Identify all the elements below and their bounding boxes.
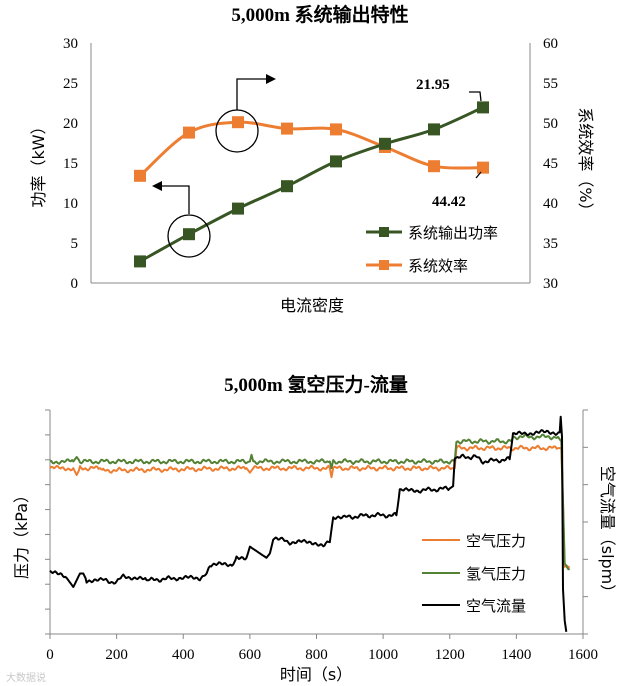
chart1-ytick-right-label: 45 (543, 156, 558, 172)
chart1-right-ticks: 30 35 40 45 50 55 60 (543, 36, 558, 292)
watermark: 大数据说 (6, 671, 46, 684)
data-point-power (281, 180, 293, 193)
chart2-xtick-label: 400 (172, 647, 195, 663)
chart1-ytick-label: 15 (63, 156, 78, 172)
series-line-air-pressure (49, 444, 570, 569)
chart1-ytick-right-label: 35 (543, 236, 558, 252)
chart1-ytick-label: 0 (71, 276, 79, 292)
chart1-callout-efficiency (475, 171, 482, 179)
chart1-y-right-label: 系统效率（%） (576, 107, 595, 218)
chart2-title: 5,000m 氢空压力-流量 (224, 373, 408, 396)
chart1-power-arrowhead (152, 181, 162, 191)
chart-output-characteristics: 5,000m 系统输出特性 0 5 10 15 20 25 30 30 35 40 45 50 55 6… (29, 3, 595, 315)
chart1-ytick-label: 25 (63, 76, 78, 92)
data-point-efficiency (281, 122, 293, 135)
data-point-power (379, 137, 391, 150)
legend-marker-efficiency (379, 260, 389, 270)
chart2-x-label: 时间（s） (280, 665, 352, 684)
chart1-ytick-right-label: 55 (543, 76, 558, 92)
chart-pressure-flow: 5,000m 氢空压力-流量 0 200 400 600 800 1000 1200 1400… (12, 373, 617, 684)
data-point-power (330, 155, 342, 168)
data-point-power (134, 255, 146, 268)
chart2-right-ticks (583, 409, 588, 635)
chart2-x-ticks: 0 200 400 600 800 1000 1200 1400 1600 (46, 634, 598, 663)
chart1-efficiency-arrow (236, 78, 268, 110)
chart2-legend: 空气压力 氢气压力 空气流量 (422, 532, 526, 615)
chart1-label-efficiency-last: 44.42 (432, 194, 466, 210)
chart1-power-arrow (160, 185, 190, 214)
chart1-ytick-label: 5 (71, 236, 79, 252)
chart1-label-power-last: 21.95 (416, 77, 450, 93)
chart2-y-right-label: 空气流量（slpm） (598, 466, 617, 601)
data-point-efficiency (232, 116, 244, 129)
series-line-air-flow (49, 415, 568, 632)
data-point-efficiency (330, 123, 342, 136)
chart1-ytick-right-label: 40 (543, 196, 558, 212)
chart1-ytick-label: 20 (63, 116, 78, 132)
chart2-xtick-label: 800 (305, 647, 328, 663)
chart2-xtick-label: 600 (239, 647, 262, 663)
data-point-power (183, 228, 195, 241)
chart1-series-layer (134, 101, 489, 268)
data-point-efficiency (183, 126, 195, 139)
chart1-ytick-right-label: 60 (543, 36, 558, 52)
series-line-hydrogen-pressure (49, 433, 570, 571)
chart1-legend: 系统输出功率 系统效率 (366, 224, 498, 275)
data-point-power (428, 123, 440, 136)
legend-label-hydrogen-pressure: 氢气压力 (466, 565, 526, 583)
chart1-x-label: 电流密度 (280, 296, 344, 315)
chart2-left-ticks (45, 409, 50, 635)
chart1-highlight-circle-power (167, 214, 211, 258)
chart2-series-layer (49, 415, 570, 632)
chart2-xtick-label: 0 (46, 647, 54, 663)
data-point-power (477, 101, 489, 114)
legend-label-air-flow: 空气流量 (466, 597, 526, 615)
chart1-ytick-right-label: 50 (543, 116, 558, 132)
chart1-left-ticks: 0 5 10 15 20 25 30 (63, 36, 78, 292)
legend-label-efficiency: 系统效率 (408, 257, 468, 275)
chart1-callout-power (469, 91, 482, 102)
data-point-efficiency (477, 161, 489, 174)
legend-label-air-pressure: 空气压力 (466, 532, 526, 550)
chart1-ytick-right-label: 30 (543, 276, 558, 292)
chart2-xtick-label: 200 (105, 647, 128, 663)
chart1-ytick-label: 30 (63, 36, 78, 52)
chart2-xtick-label: 1200 (435, 647, 465, 663)
chart2-xtick-label: 1000 (368, 647, 398, 663)
legend-label-power: 系统输出功率 (408, 224, 498, 242)
chart2-xtick-label: 1400 (501, 647, 531, 663)
data-point-power (232, 202, 244, 215)
chart2-xtick-label: 1600 (568, 647, 598, 663)
chart1-title: 5,000m 系统输出特性 (231, 3, 408, 26)
data-point-efficiency (134, 169, 146, 182)
legend-marker-power (379, 227, 389, 237)
data-point-efficiency (428, 160, 440, 173)
chart2-y-label: 压力（kPa） (12, 487, 31, 579)
chart1-ytick-label: 10 (63, 196, 78, 212)
chart1-y-label: 功率（kW） (29, 118, 48, 207)
chart1-efficiency-arrowhead (266, 74, 276, 84)
